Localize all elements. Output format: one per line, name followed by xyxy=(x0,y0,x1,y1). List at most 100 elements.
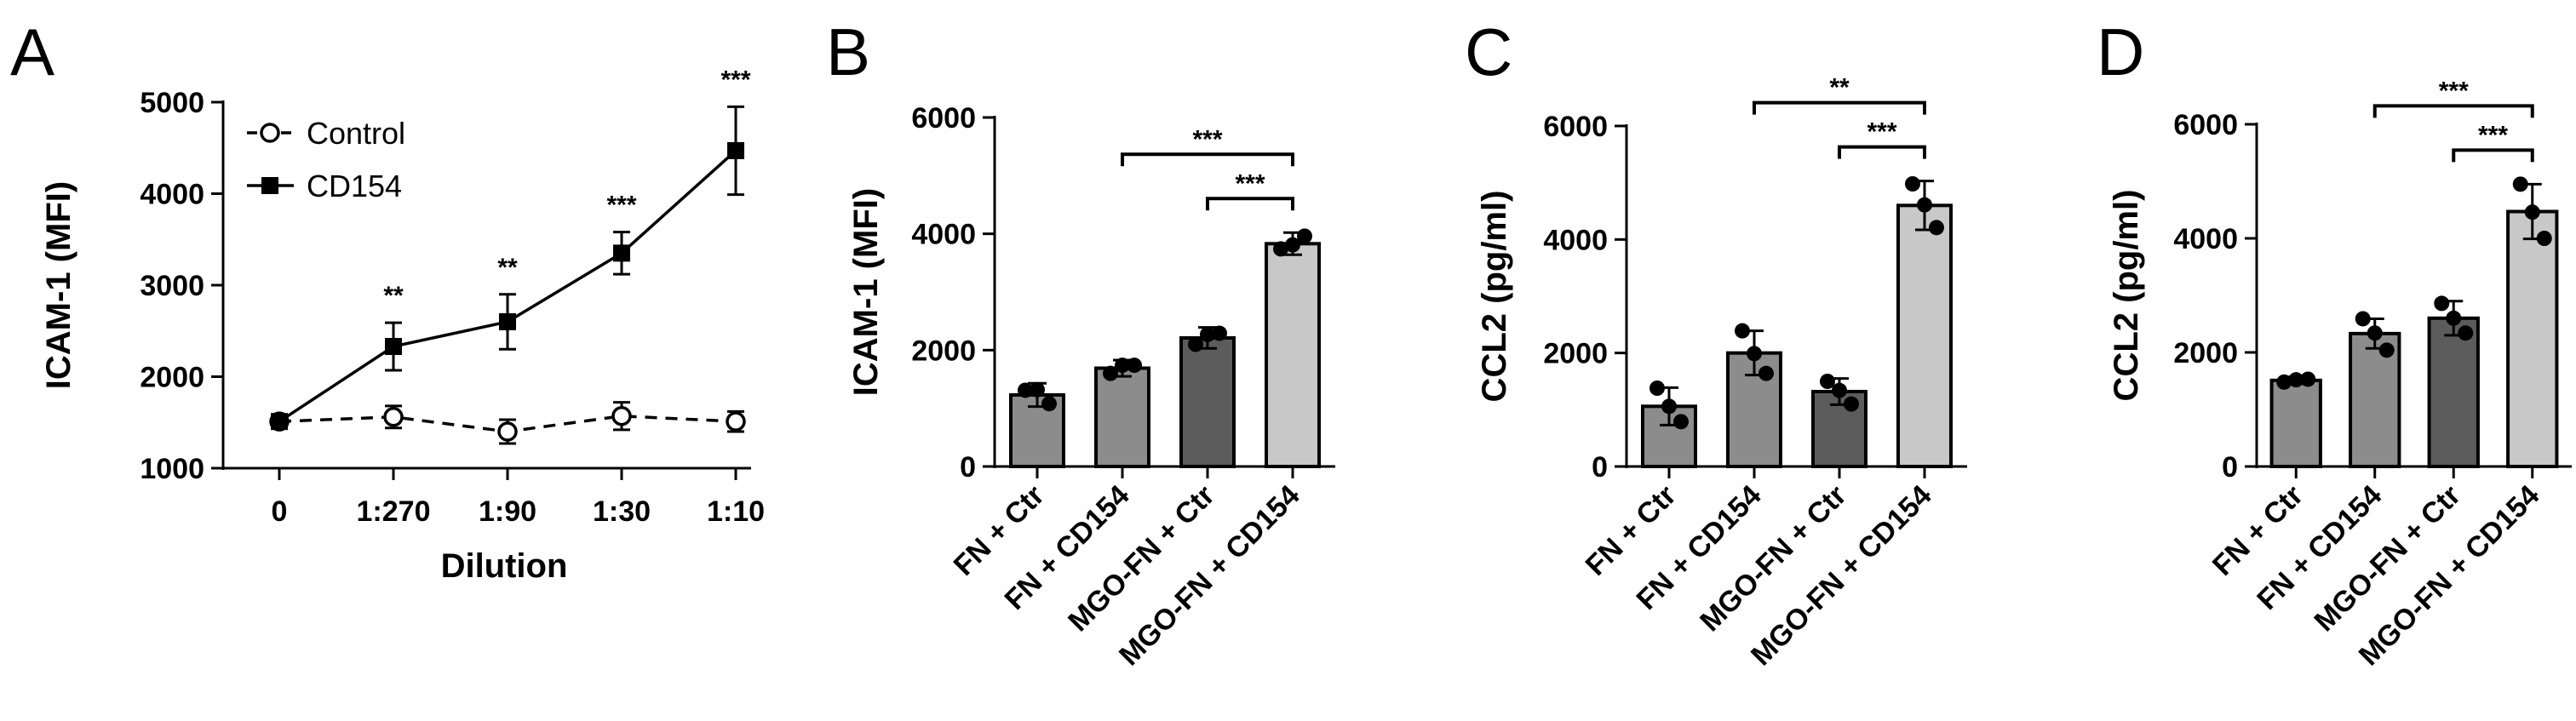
data-point xyxy=(1127,358,1142,374)
x-tick-label: MGO-FN + Ctr xyxy=(1062,479,1220,638)
bar xyxy=(1265,242,1321,468)
y-axis-title: CCL2 (pg/ml) xyxy=(1476,191,1513,403)
y-axis-title: ICAM-1 (MFI) xyxy=(847,188,885,396)
y-tick-label: 0 xyxy=(2222,451,2238,484)
data-point xyxy=(1115,358,1130,374)
data-point xyxy=(1018,382,1033,398)
legend-label: Control xyxy=(307,116,405,151)
data-point xyxy=(1832,382,1847,398)
y-tick-label: 4000 xyxy=(2173,223,2238,255)
significance-label: *** xyxy=(2478,121,2508,149)
y-tick-label: 4000 xyxy=(1543,224,1608,256)
y-tick-label: 3000 xyxy=(140,270,204,302)
significance-label: *** xyxy=(1192,125,1222,153)
data-point xyxy=(1103,365,1118,381)
significance-bracket xyxy=(1753,100,1926,115)
y-tick-label: 6000 xyxy=(1543,111,1608,143)
bar xyxy=(1179,335,1236,468)
legend-marker xyxy=(260,123,280,143)
panel-letter-d: D xyxy=(2097,14,2144,89)
data-point xyxy=(2536,231,2552,246)
data-point xyxy=(383,407,404,427)
data-point xyxy=(1649,381,1665,396)
data-point xyxy=(2288,372,2304,388)
bar xyxy=(2427,316,2480,468)
data-point xyxy=(1188,336,1203,352)
bar xyxy=(1094,366,1150,468)
data-point xyxy=(1917,197,1932,213)
data-point xyxy=(1929,220,1944,236)
data-point xyxy=(2367,325,2383,341)
data-point xyxy=(1030,381,1045,398)
significance-label: *** xyxy=(1235,169,1265,197)
legend-marker xyxy=(261,177,278,194)
data-point xyxy=(1820,374,1835,389)
x-tick-label: 1:90 xyxy=(479,495,536,528)
y-tick-label: 5000 xyxy=(140,87,204,119)
data-point xyxy=(1273,241,1288,257)
data-point xyxy=(2355,311,2371,327)
data-point xyxy=(2446,310,2462,326)
data-point xyxy=(1285,237,1300,253)
significance-label: *** xyxy=(2439,77,2469,105)
panel-letter-c: C xyxy=(1465,14,1512,89)
data-point xyxy=(2276,374,2292,390)
significance-bracket xyxy=(2372,104,2534,118)
data-point xyxy=(1041,396,1057,412)
data-point xyxy=(613,244,630,262)
y-tick-label: 4000 xyxy=(140,179,204,211)
y-tick-label: 0 xyxy=(960,451,976,484)
bar xyxy=(2506,209,2559,468)
data-point xyxy=(1212,325,1227,341)
x-tick-label: MGO-FN + Ctr xyxy=(1694,479,1852,638)
y-tick-label: 2000 xyxy=(911,335,976,367)
data-point xyxy=(1844,396,1859,412)
data-point xyxy=(385,338,402,356)
y-tick-label: 6000 xyxy=(2173,109,2238,141)
x-tick-label: 0 xyxy=(272,495,288,528)
line-chart-panel-a: 1000 2000 3000 4000 5000 0 1:270 1:90 1:30 1:10 Di… xyxy=(40,66,765,585)
panel-letter-b: B xyxy=(826,14,870,89)
significance-label: *** xyxy=(606,192,636,220)
y-axis-title: CCL2 (pg/ml) xyxy=(2108,190,2145,402)
significance-bracket xyxy=(1121,152,1294,167)
data-point xyxy=(611,405,632,426)
significance-label: ** xyxy=(383,282,404,310)
data-point xyxy=(1747,346,1762,362)
y-tick-label: 4000 xyxy=(911,219,976,251)
data-point xyxy=(1661,398,1677,415)
bar xyxy=(1896,203,1953,468)
significance-label: *** xyxy=(1867,118,1896,146)
data-point xyxy=(499,313,516,330)
data-point xyxy=(2458,325,2474,341)
significance-label: ** xyxy=(497,254,518,282)
significance-label: ** xyxy=(1829,74,1850,102)
significance-bracket xyxy=(1838,145,1926,159)
data-point xyxy=(1297,228,1312,244)
data-point xyxy=(497,421,518,442)
data-point xyxy=(1905,176,1920,192)
y-tick-label: 1000 xyxy=(140,453,204,485)
data-point xyxy=(1735,323,1750,339)
data-point xyxy=(2300,371,2316,387)
y-tick-label: 6000 xyxy=(911,102,976,134)
data-point xyxy=(1758,365,1774,381)
significance-bracket xyxy=(2452,148,2534,163)
x-axis-title: Dilution xyxy=(441,547,568,585)
data-point xyxy=(727,141,744,159)
data-point xyxy=(2378,342,2395,358)
significance-label: *** xyxy=(720,66,750,94)
x-tick-label: 1:270 xyxy=(357,495,431,528)
y-tick-label: 0 xyxy=(1592,451,1608,484)
bar xyxy=(2269,378,2322,468)
y-tick-label: 2000 xyxy=(1543,338,1608,370)
data-point xyxy=(2524,204,2540,220)
y-tick-label: 2000 xyxy=(140,362,204,394)
data-point xyxy=(726,411,746,432)
data-point xyxy=(1673,414,1689,430)
y-axis-title: ICAM-1 (MFI) xyxy=(40,181,77,389)
data-point xyxy=(1200,326,1215,342)
